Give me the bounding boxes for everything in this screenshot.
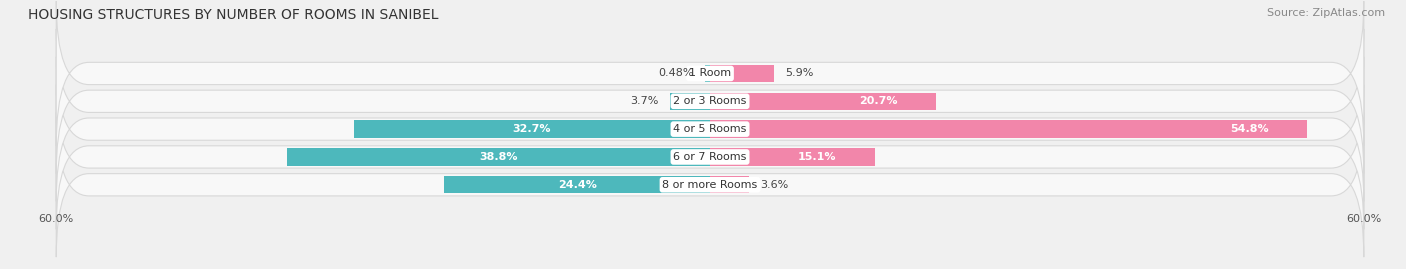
Text: 5.9%: 5.9% [785,69,814,79]
Text: 3.7%: 3.7% [630,96,659,106]
Bar [287,148,710,166]
Text: 8 or more Rooms: 8 or more Rooms [662,180,758,190]
Text: 0.48%: 0.48% [658,69,695,79]
Bar [354,121,710,138]
FancyBboxPatch shape [56,112,1364,257]
Text: 38.8%: 38.8% [479,152,517,162]
FancyBboxPatch shape [56,29,1364,174]
Text: 1 Room: 1 Room [689,69,731,79]
Text: 4 or 5 Rooms: 4 or 5 Rooms [673,124,747,134]
FancyBboxPatch shape [56,57,1364,201]
Bar [710,176,749,193]
Bar [704,65,710,82]
Text: 3.6%: 3.6% [761,180,789,190]
Text: HOUSING STRUCTURES BY NUMBER OF ROOMS IN SANIBEL: HOUSING STRUCTURES BY NUMBER OF ROOMS IN… [28,8,439,22]
Bar [710,121,1308,138]
Text: 54.8%: 54.8% [1230,124,1270,134]
FancyBboxPatch shape [56,1,1364,146]
FancyBboxPatch shape [56,84,1364,229]
Text: 15.1%: 15.1% [799,152,837,162]
Text: Source: ZipAtlas.com: Source: ZipAtlas.com [1267,8,1385,18]
Bar [710,93,935,110]
Bar [710,65,775,82]
Bar [710,148,875,166]
Text: 6 or 7 Rooms: 6 or 7 Rooms [673,152,747,162]
Bar [444,176,710,193]
Text: 2 or 3 Rooms: 2 or 3 Rooms [673,96,747,106]
Text: 32.7%: 32.7% [513,124,551,134]
Text: 24.4%: 24.4% [558,180,596,190]
Text: 20.7%: 20.7% [859,96,897,106]
Bar [669,93,710,110]
